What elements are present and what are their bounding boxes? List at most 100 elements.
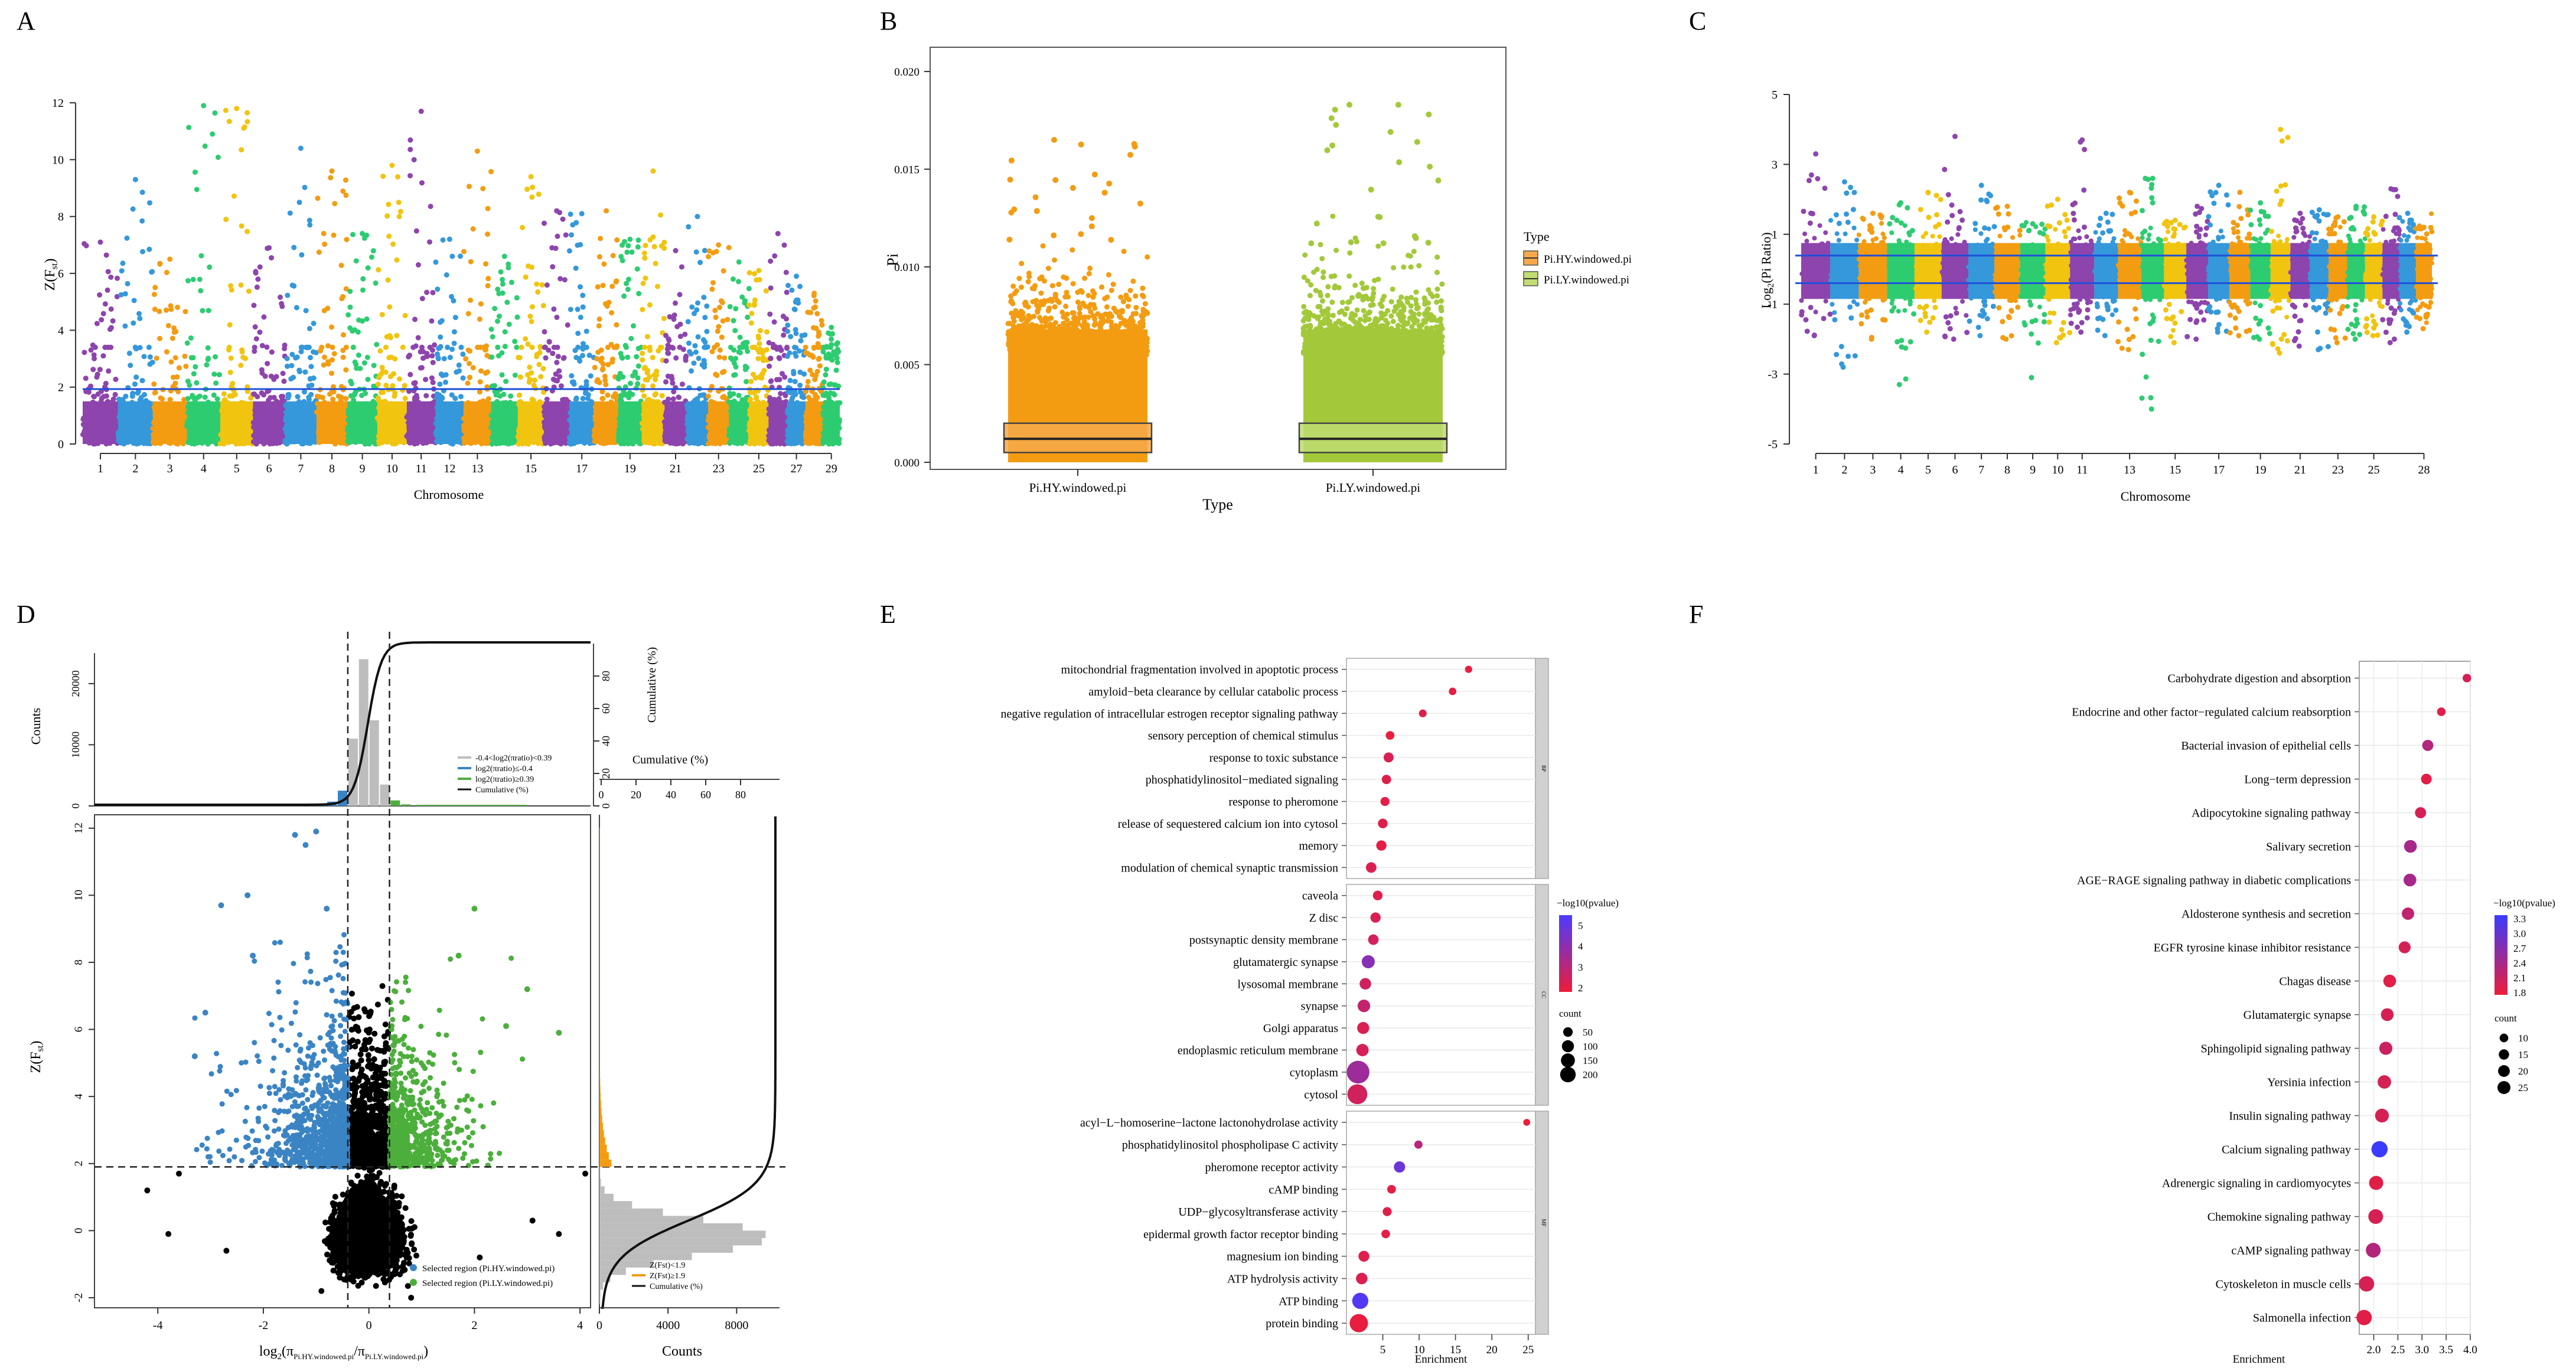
panel-b-outlier [1425, 240, 1432, 246]
panel-c-point [1996, 305, 2002, 311]
panel-c-point [2314, 329, 2320, 335]
panel-c-point [2194, 223, 2200, 229]
panel-e-term-label: synapse [1301, 1000, 1338, 1013]
panel-a-point [435, 356, 441, 362]
panel-a-point [601, 261, 607, 267]
panel-c-point [2062, 211, 2068, 217]
panel-a-chr-23-base [708, 401, 729, 444]
panel-c-point [2295, 329, 2301, 335]
panel-c-point [2115, 339, 2121, 345]
panel-a-peak-point [201, 103, 207, 109]
panel-a-chr-11-base [406, 401, 436, 444]
panel-c-trough-point [1951, 336, 1957, 342]
panel-a-point [188, 335, 194, 341]
panel-c-point [1954, 310, 1959, 316]
panel-a-peak-point [446, 236, 452, 242]
panel-c-point [1836, 220, 1842, 226]
panel-a-point [465, 347, 471, 353]
panel-c-trough-point [1977, 332, 1983, 338]
panel-c-point [1982, 225, 1988, 231]
panel-f-dot [2371, 1141, 2388, 1158]
panel-a-point [673, 355, 679, 361]
panel-d-right-bar-selected [599, 1137, 605, 1145]
panel-a-point [147, 354, 153, 360]
panel-a-peak-point [756, 267, 762, 273]
panel-c-point [2227, 330, 2233, 336]
panel-d-ytick-label: -2 [73, 1293, 85, 1302]
panel-c-point [2133, 316, 2139, 322]
panel-d-right-xtick-label: 0 [596, 1319, 602, 1332]
panel-e-colorbar-tick: 3 [1578, 962, 1583, 973]
panel-a-point [666, 350, 671, 356]
panel-a-point [377, 348, 383, 354]
panel-a-point [206, 355, 211, 361]
panel-a-point [758, 328, 764, 334]
panel-c-trough-point [2404, 329, 2410, 335]
panel-c-point [2015, 304, 2021, 310]
panel-c-point [2231, 220, 2236, 226]
panel-label-A: A [17, 6, 35, 35]
panel-a-point [269, 255, 275, 261]
panel-a-point [92, 355, 97, 361]
panel-c-peak-point [2195, 203, 2200, 209]
panel-e-term-label: UDP−glycosyltransferase activity [1178, 1206, 1338, 1219]
panel-b-jitter-1 [1005, 243, 1150, 358]
panel-a-point [311, 321, 317, 327]
panel-f-xtick-label: 2.0 [2367, 1344, 2381, 1356]
panel-a-chr-27-base [787, 401, 806, 444]
panel-a-point [785, 328, 791, 334]
panel-d-top-ytick-label: 20000 [70, 670, 81, 697]
panel-d-legend-ly: Selected region (Pi.LY.windowed.pi) [422, 1279, 553, 1288]
panel-f-dot [2366, 1242, 2381, 1258]
panel-d-ylabel: Z(Fst) [28, 1041, 45, 1073]
panel-a-point [746, 270, 752, 276]
panel-a-point [279, 303, 285, 309]
panel-c-point [2082, 146, 2088, 152]
panel-a-point [451, 298, 456, 303]
panel-c-point [2134, 198, 2140, 204]
panel-c-trough-point [2053, 339, 2059, 345]
panel-a-point [824, 344, 830, 350]
panel-c-point [1833, 212, 1839, 218]
panel-c-point [2332, 231, 2337, 237]
panel-a-xtick-label: 27 [791, 462, 803, 475]
panel-a-point [651, 244, 657, 250]
panel-a-point [785, 283, 791, 289]
panel-d-outlier [223, 1248, 230, 1254]
panel-c-point [2401, 316, 2407, 322]
panel-c-point [1980, 308, 1985, 314]
panel-a-point [763, 288, 769, 294]
panel-c-point [2194, 305, 2200, 311]
panel-c-point [2234, 223, 2240, 228]
panel-a-point [671, 316, 677, 322]
panel-a-point [686, 224, 692, 230]
panel-c-trough-point [1869, 336, 1874, 342]
panel-d-right-legend-label: Cumulative (%) [650, 1282, 703, 1291]
panel-d-xtick-label: 2 [471, 1319, 477, 1332]
panel-d-right-bar [599, 1245, 733, 1253]
panel-d-right-bar [599, 1193, 614, 1202]
panel-a-point [598, 347, 604, 353]
panel-c-peak-point [2004, 203, 2010, 209]
panel-c-point [2059, 327, 2065, 332]
panel-f-colorbar [2495, 915, 2507, 995]
panel-a-point [435, 286, 441, 292]
panel-a-point [328, 175, 334, 181]
panel-d-outlier [471, 906, 478, 912]
panel-d-top-legend-label: log2(πratio)≥0.39 [475, 775, 534, 784]
panel-a-peak-point [554, 208, 560, 214]
panel-c-point [1949, 202, 1955, 208]
panel-f-dot [2421, 773, 2432, 785]
panel-a-point [520, 224, 526, 230]
panel-c-point [2168, 334, 2174, 339]
panel-d-top-y2tick-label: 80 [600, 671, 612, 681]
panel-a-point [641, 250, 647, 256]
panel-c-point [2076, 309, 2082, 315]
panel-a-point [670, 345, 676, 351]
panel-a-point [308, 355, 314, 361]
panel-a-point [321, 231, 327, 237]
panel-a-point [259, 342, 265, 348]
panel-d-top-y2tick-label: 0 [600, 804, 612, 809]
panel-c-point [1911, 311, 1917, 317]
panel-c-point [1972, 221, 1978, 227]
